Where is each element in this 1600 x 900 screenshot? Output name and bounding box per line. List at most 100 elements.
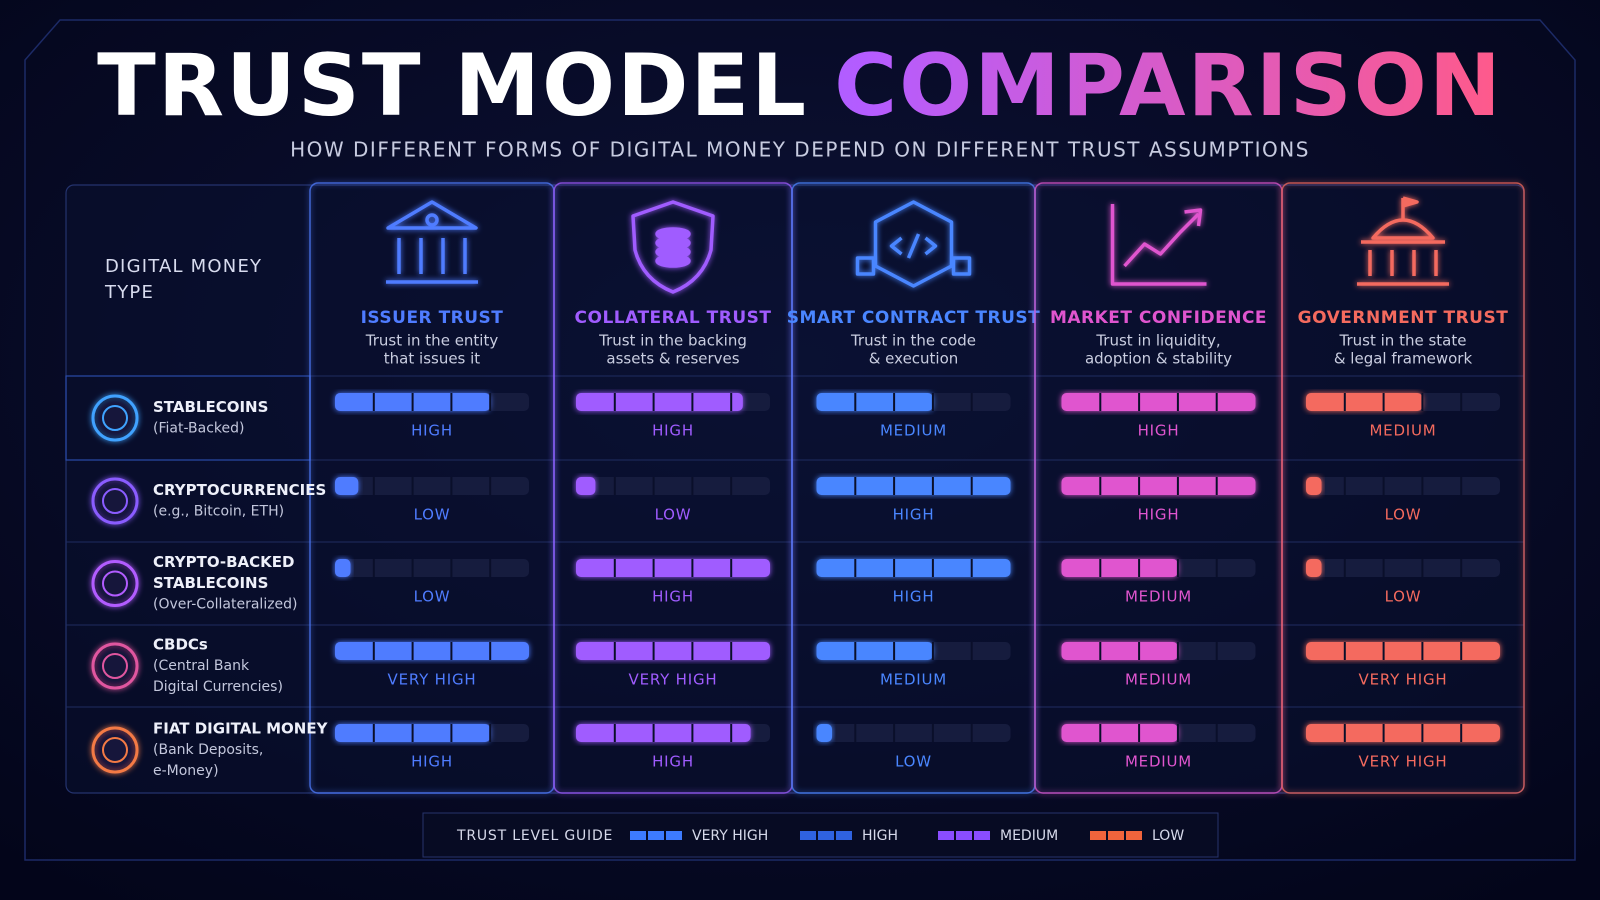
icon-shape — [655, 254, 691, 268]
level-bar — [1061, 642, 1178, 660]
icon-shape — [873, 200, 954, 288]
level-label: HIGH — [652, 422, 694, 440]
level-bar — [335, 559, 351, 577]
icon-shape — [425, 213, 439, 227]
row-name: FIAT DIGITAL MONEY — [153, 720, 329, 738]
level-bar — [576, 477, 596, 495]
row-name: STABLECOINS — [153, 574, 268, 592]
row-detail: (Central Bank — [153, 658, 250, 674]
level-label: HIGH — [1138, 506, 1180, 524]
level-label: HIGH — [652, 588, 694, 606]
level-label: LOW — [895, 753, 932, 771]
level-label: HIGH — [1138, 422, 1180, 440]
icon-shape — [386, 200, 478, 230]
level-bar — [335, 642, 529, 660]
column-icon — [386, 200, 478, 284]
level-label: LOW — [655, 506, 692, 524]
legend-swatch — [630, 831, 646, 840]
row-icon — [91, 477, 139, 525]
icon-shape — [1110, 204, 1207, 286]
row-detail: (e.g., Bitcoin, ETH) — [153, 504, 284, 520]
level-label: VERY HIGH — [1359, 671, 1448, 689]
legend-label: VERY HIGH — [692, 828, 768, 844]
level-bar — [1306, 477, 1322, 495]
legend-box — [422, 812, 1219, 858]
row-name: CBDCs — [153, 636, 208, 654]
column-description: adoption & stability — [1085, 350, 1232, 368]
icon-shape — [889, 236, 903, 256]
level-bar — [1061, 559, 1178, 577]
level-label: HIGH — [893, 506, 935, 524]
title-main: TRUST MODEL — [97, 36, 808, 136]
level-bar — [1061, 477, 1256, 495]
icon-shape — [855, 256, 876, 276]
level-label: MEDIUM — [1125, 753, 1192, 771]
level-bar — [1306, 642, 1500, 660]
column-title: GOVERNMENT TRUST — [1298, 308, 1509, 328]
row-name: STABLECOINS — [153, 398, 268, 416]
level-label: LOW — [414, 588, 451, 606]
frame — [24, 19, 1576, 861]
row-icon-inner — [102, 737, 128, 763]
column-title: SMART CONTRACT TRUST — [787, 308, 1040, 328]
legend-swatch — [956, 831, 972, 840]
row-icon-inner — [102, 488, 128, 514]
column-title: COLLATERAL TRUST — [575, 308, 772, 328]
legend-swatch — [648, 831, 664, 840]
row-detail: Digital Currencies) — [153, 679, 283, 695]
icon-shape — [906, 233, 921, 259]
level-bar — [1306, 393, 1423, 411]
bar-track — [1306, 477, 1500, 495]
title: TRUST MODEL COMPARISON — [97, 36, 1503, 136]
icon-shape — [1123, 212, 1200, 268]
level-label: HIGH — [411, 753, 453, 771]
legend-swatch — [666, 831, 682, 840]
icon-shape — [1184, 208, 1203, 227]
column-icon — [631, 200, 715, 294]
legend-swatch — [1126, 831, 1142, 840]
row-detail: (Over-Collateralized) — [153, 597, 298, 613]
legend-swatch — [1108, 831, 1124, 840]
bar-track — [1306, 559, 1500, 577]
column-description: Trust in the state — [1339, 332, 1467, 350]
column-icon — [1357, 196, 1449, 286]
column-description: & execution — [869, 350, 959, 368]
corner-label: DIGITAL MONEY — [105, 256, 262, 277]
row-icon-inner — [102, 653, 128, 679]
level-label: MEDIUM — [880, 671, 947, 689]
bar-track — [335, 559, 529, 577]
legend-swatch — [818, 831, 834, 840]
icon-shape — [1371, 218, 1435, 240]
column-description: Trust in the entity — [365, 332, 499, 350]
bar-track — [335, 477, 529, 495]
row-name: CRYPTO-BACKED — [153, 553, 294, 571]
column-description: Trust in the code — [850, 332, 976, 350]
column-icon — [855, 200, 972, 288]
row-icon — [91, 394, 139, 442]
bar-track — [816, 724, 1011, 742]
column-description: Trust in liquidity, — [1095, 332, 1220, 350]
level-bar — [576, 724, 751, 742]
level-bar — [576, 642, 770, 660]
title-accent: COMPARISON — [834, 36, 1503, 136]
level-label: VERY HIGH — [1359, 753, 1448, 771]
column-description: assets & reserves — [606, 350, 739, 368]
level-bar — [816, 642, 933, 660]
icon-shape — [1402, 196, 1419, 208]
row-detail: (Fiat-Backed) — [153, 421, 244, 437]
level-label: MEDIUM — [1125, 588, 1192, 606]
column-title: MARKET CONFIDENCE — [1050, 308, 1267, 328]
level-label: LOW — [1385, 506, 1422, 524]
level-label: LOW — [414, 506, 451, 524]
legend-label: MEDIUM — [1000, 828, 1058, 844]
level-bar — [1061, 724, 1178, 742]
level-bar — [335, 477, 359, 495]
subtitle: HOW DIFFERENT FORMS OF DIGITAL MONEY DEP… — [290, 138, 1310, 162]
level-label: HIGH — [652, 753, 694, 771]
level-bar — [816, 559, 1011, 577]
level-label: MEDIUM — [1369, 422, 1436, 440]
icon-shape — [924, 236, 938, 256]
level-bar — [576, 393, 743, 411]
level-bar — [816, 724, 833, 742]
